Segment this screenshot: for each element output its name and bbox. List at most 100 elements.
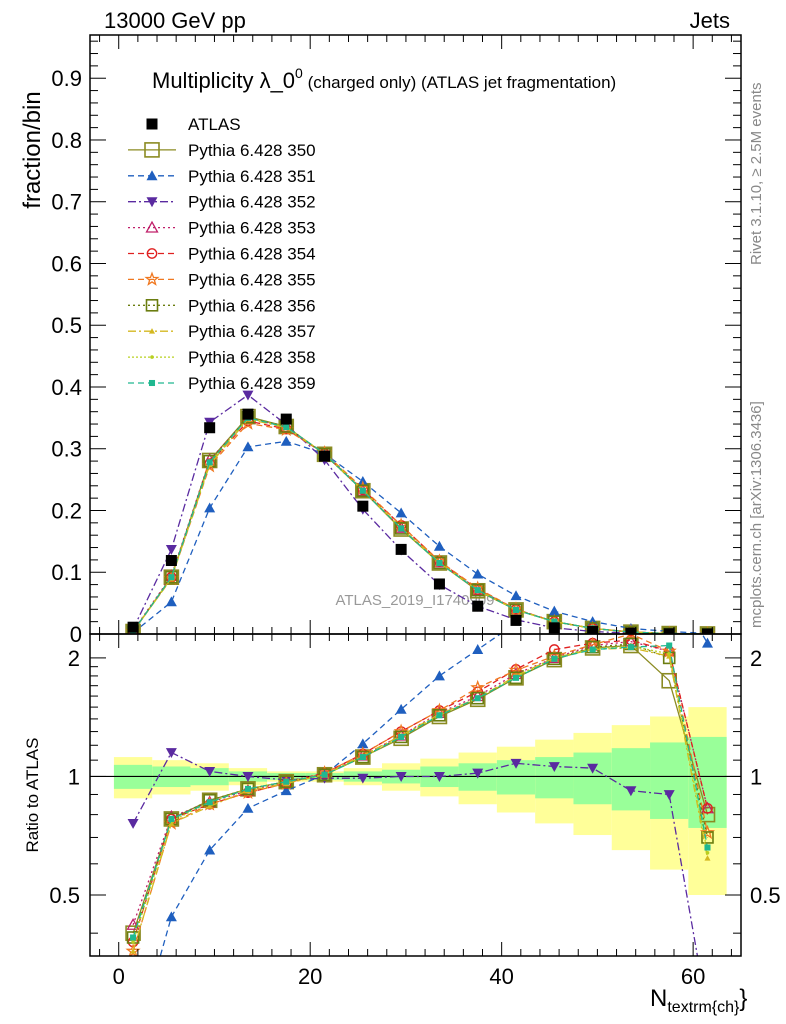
ratio-point	[357, 773, 369, 784]
legend-item: Pythia 6.428 359	[128, 374, 316, 393]
data-point	[398, 525, 405, 532]
ratio-point	[433, 670, 445, 681]
ratio-point	[433, 708, 446, 722]
atlas-data-point	[433, 578, 445, 590]
ratio-point	[587, 763, 599, 774]
legend-marker	[146, 118, 158, 130]
ratio-point	[242, 772, 254, 782]
legend-label: Pythia 6.428 358	[188, 348, 316, 367]
y-tick-label: 0.5	[51, 313, 82, 338]
green-band-bin	[573, 752, 612, 805]
mcplots-reference-label: mcplots.cern.ch [arXiv:1306.3436]	[748, 401, 765, 628]
ratio-point	[165, 748, 177, 759]
series-line	[132, 418, 708, 634]
ratio-point	[125, 943, 141, 956]
ratio-point	[280, 785, 292, 796]
ratio-line	[132, 751, 699, 956]
y-tick-label: 0.1	[51, 560, 82, 585]
ratio-point	[474, 695, 481, 702]
legend-marker	[145, 220, 159, 233]
legend-marker	[148, 328, 156, 334]
ratio-point	[242, 802, 254, 813]
ratio-point	[625, 577, 636, 587]
ratio-line	[132, 634, 709, 952]
ratio-point	[472, 644, 484, 654]
ratio-point	[206, 799, 213, 806]
legend-item: Pythia 6.428 358	[128, 348, 316, 367]
ratio-point	[701, 637, 713, 648]
legend-marker	[148, 379, 156, 387]
data-point	[433, 556, 446, 570]
ratio-point	[510, 758, 522, 769]
ratio-point	[666, 642, 673, 649]
ratio-point	[627, 644, 634, 651]
ratio-point	[433, 772, 445, 782]
data-point	[242, 390, 254, 401]
legend-item: ATLAS	[146, 115, 241, 134]
legend-label: Pythia 6.428 356	[188, 296, 316, 315]
data-point	[512, 606, 520, 613]
data-point	[356, 484, 370, 498]
atlas-data-point	[472, 600, 484, 612]
legend-label: Pythia 6.428 351	[188, 167, 316, 186]
legend-label: Pythia 6.428 355	[188, 270, 316, 289]
legend-item: Pythia 6.428 355	[128, 270, 316, 289]
ratio-line	[132, 644, 709, 934]
legend-label: Pythia 6.428 357	[188, 322, 316, 341]
chart-title-main: Multiplicity λ_0	[152, 68, 295, 93]
legend-marker	[150, 355, 154, 359]
ratio-point	[356, 750, 370, 764]
data-point	[510, 590, 522, 601]
ratio-point	[398, 733, 405, 740]
data-point	[283, 424, 290, 431]
data-point	[202, 458, 218, 473]
ratio-point	[587, 589, 598, 599]
ratio-point	[589, 646, 596, 653]
y-axis-label: fraction/bin	[19, 91, 46, 208]
data-point	[165, 596, 177, 607]
legend-marker	[145, 298, 159, 312]
ratio-point	[704, 844, 711, 851]
ratio-point	[626, 634, 636, 641]
data-point	[433, 540, 445, 551]
ratio-point	[130, 934, 137, 941]
ratio-point	[509, 671, 523, 685]
x-tick-label: 20	[298, 964, 322, 989]
ratio-series-10	[130, 642, 711, 941]
y-tick-label: 0.6	[51, 251, 82, 276]
ratio-point	[131, 940, 135, 944]
data-point	[165, 544, 177, 555]
legend-item: Pythia 6.428 356	[128, 296, 316, 315]
x-tick-label: 0	[113, 964, 125, 989]
green-band-bin	[650, 742, 689, 819]
legend-item: Pythia 6.428 354	[128, 245, 316, 264]
data-point	[165, 570, 178, 584]
x-axis-label-sub: textrm{ch}	[667, 999, 740, 1016]
ratio-point	[704, 855, 711, 861]
analysis-watermark: ATLAS_2019_I1740909	[335, 592, 494, 609]
ratio-line	[132, 645, 709, 943]
atlas-data-point	[127, 621, 139, 633]
ratio-line	[132, 644, 709, 938]
atlas-data-point	[242, 408, 254, 420]
atlas-data-point	[165, 555, 177, 567]
legend-item: Pythia 6.428 351	[128, 167, 316, 186]
ratio-point	[241, 782, 255, 796]
chart-title: Multiplicity λ_00 (charged only) (ATLAS …	[152, 65, 616, 93]
ratio-point	[471, 691, 485, 705]
ratio-y-axis-label: Ratio to ATLAS	[23, 738, 42, 853]
atlas-data-point	[395, 543, 407, 555]
x-tick-label: 60	[681, 964, 705, 989]
legend-marker	[144, 142, 160, 158]
legend: ATLAS Pythia 6.428 350 Pythia 6.428 351 Pyt…	[128, 115, 316, 393]
ratio-point	[394, 730, 408, 744]
data-point	[474, 587, 481, 594]
ratio-point	[548, 644, 560, 655]
atlas-data-point	[357, 500, 369, 512]
chart-title-superscript: 0	[295, 65, 303, 81]
ratio-y-tick-label: 2	[68, 646, 80, 671]
ratio-point	[702, 802, 713, 814]
ratio-series-7	[126, 637, 714, 944]
